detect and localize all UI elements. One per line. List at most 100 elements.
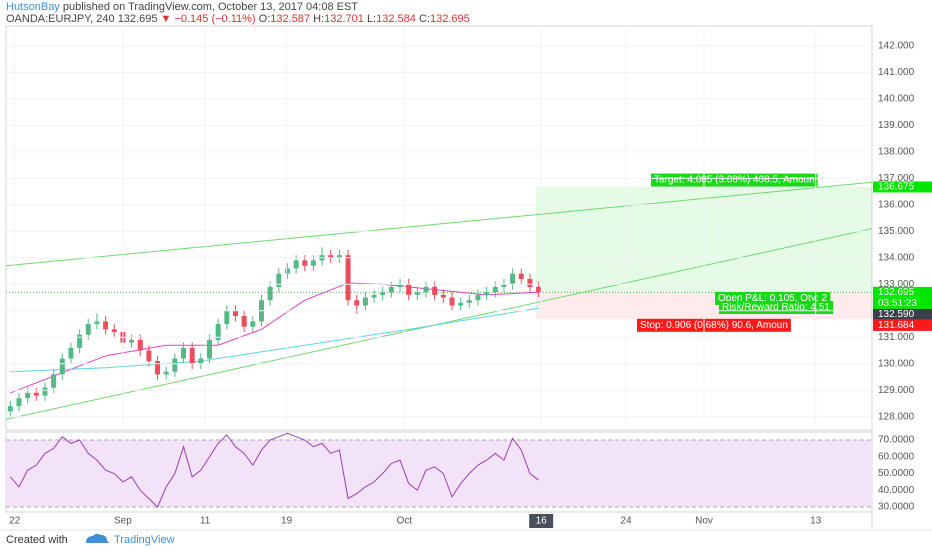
y-tick-label: 30.0000 bbox=[878, 502, 915, 513]
candle-body bbox=[163, 371, 169, 375]
x-tick-highlight bbox=[529, 514, 554, 528]
candle-body bbox=[518, 273, 524, 279]
countdown: 03:51:23 bbox=[878, 298, 917, 309]
candle-body bbox=[267, 286, 273, 301]
y-tick-label: 130.000 bbox=[878, 358, 915, 369]
candle-body bbox=[155, 361, 161, 375]
y-tick-label: 70.0000 bbox=[878, 435, 915, 446]
stop-zone bbox=[535, 292, 872, 320]
y-tick-label: 141.000 bbox=[878, 67, 915, 78]
candle-body bbox=[198, 358, 204, 364]
candle-body bbox=[440, 294, 446, 298]
candle-body bbox=[224, 310, 230, 325]
candle-body bbox=[94, 321, 100, 325]
rsi-band bbox=[6, 440, 872, 507]
y-tick-label: 129.000 bbox=[878, 385, 915, 396]
author[interactable]: HutsonBay bbox=[6, 1, 60, 13]
published: published on TradingView.com, October 13… bbox=[62, 1, 359, 13]
candle-body bbox=[406, 284, 412, 295]
moving-average bbox=[10, 307, 539, 373]
ohlc-label: O: bbox=[258, 13, 271, 25]
y-tick-label: 128.000 bbox=[878, 411, 915, 422]
y-tick-label: 139.000 bbox=[878, 120, 915, 131]
y-tick-label: 132.000 bbox=[878, 305, 915, 316]
price-pane bbox=[5, 25, 873, 431]
candle-body bbox=[68, 347, 74, 359]
candle-body bbox=[146, 350, 152, 362]
price-marker-bg bbox=[873, 319, 932, 331]
candle-body bbox=[319, 255, 325, 261]
target-label: Target: 4.085 (3.08%) 408.5, Amoun bbox=[654, 175, 815, 186]
ohlc-value: 132.587 bbox=[270, 13, 311, 25]
footer-brand[interactable]: TradingView bbox=[114, 534, 175, 546]
y-tick-label: 134.000 bbox=[878, 252, 915, 263]
candle-body bbox=[414, 292, 420, 295]
last: 132.695 bbox=[117, 13, 158, 25]
ohlc-value: 132.584 bbox=[376, 13, 416, 25]
candle-body bbox=[77, 334, 83, 348]
rr-label: Risk/Reward Ratio: 4.51 bbox=[722, 302, 830, 313]
y-tick-label: 136.000 bbox=[878, 199, 915, 210]
price-marker: 132.590 bbox=[878, 309, 915, 320]
candle-body bbox=[276, 273, 282, 287]
y-tick-label: 142.000 bbox=[878, 41, 915, 52]
y-tick-label: 138.000 bbox=[878, 146, 915, 157]
candle-body bbox=[293, 260, 299, 269]
pnl-label-bg bbox=[715, 292, 831, 306]
candle-body bbox=[103, 321, 109, 330]
candle-body bbox=[85, 324, 91, 335]
ohlc-label: H: bbox=[313, 13, 325, 25]
y-tick-label: 50.0000 bbox=[878, 468, 915, 479]
candle-body bbox=[388, 286, 394, 293]
ohlc-label: L: bbox=[366, 13, 377, 25]
x-tick-label: 24 bbox=[620, 516, 632, 527]
moving-average bbox=[10, 282, 539, 394]
price-plot: Target: 4.085 (3.08%) 408.5, Amoun Open P… bbox=[6, 173, 872, 420]
y-tick-label: 133.000 bbox=[878, 279, 915, 290]
candle-body bbox=[25, 392, 31, 399]
rsi-pane bbox=[5, 431, 873, 513]
y-tick-label: 60.0000 bbox=[878, 451, 915, 462]
symbol: OANDA:EURJPY, 240 bbox=[6, 13, 115, 25]
candle-body bbox=[284, 268, 290, 274]
price-marker: 136.675 bbox=[878, 182, 915, 193]
x-tick-label: Nov bbox=[695, 516, 713, 527]
candle-body bbox=[423, 286, 429, 293]
trend-line bbox=[6, 181, 872, 267]
candle-body bbox=[371, 294, 377, 298]
ohlc-label: C: bbox=[418, 13, 430, 25]
change: ▼ −0.145 (−0.11%) bbox=[160, 13, 256, 25]
header-line: HutsonBay published on TradingView.com, … bbox=[6, 1, 358, 13]
x-tick-label: 22 bbox=[9, 516, 21, 527]
candle-body bbox=[59, 358, 65, 375]
ohlc-value: 132.701 bbox=[324, 13, 364, 25]
trend-line bbox=[6, 228, 872, 420]
logo bbox=[86, 533, 109, 543]
ohlc-value: 132.695 bbox=[429, 13, 470, 25]
pnl-label: Open P&L: 0.105, Qty: 2 bbox=[718, 293, 827, 304]
candle-body bbox=[189, 347, 195, 364]
candle-body bbox=[336, 255, 342, 258]
y-tick-label: 140.000 bbox=[878, 93, 915, 104]
candle-body bbox=[258, 300, 264, 322]
candle-body bbox=[120, 331, 126, 343]
price-marker-bg bbox=[873, 286, 932, 298]
candle-body bbox=[397, 284, 403, 287]
candle-body bbox=[129, 339, 135, 343]
x-tick-label: 11 bbox=[200, 516, 211, 527]
candle-body bbox=[345, 255, 351, 301]
candle-body bbox=[458, 302, 464, 306]
target-label-bg bbox=[651, 173, 818, 187]
candle-body bbox=[362, 297, 368, 306]
x-tick-label: 19 bbox=[281, 516, 293, 527]
candle-body bbox=[527, 278, 533, 287]
candle-body bbox=[501, 284, 507, 287]
y-tick-label: 137.000 bbox=[878, 173, 915, 184]
price-marker: 132.695 bbox=[878, 287, 915, 298]
price-marker-bg bbox=[873, 308, 932, 320]
candle-body bbox=[207, 339, 213, 359]
candle-body bbox=[51, 374, 57, 388]
candle-body bbox=[484, 292, 490, 295]
candle-body bbox=[510, 273, 516, 285]
